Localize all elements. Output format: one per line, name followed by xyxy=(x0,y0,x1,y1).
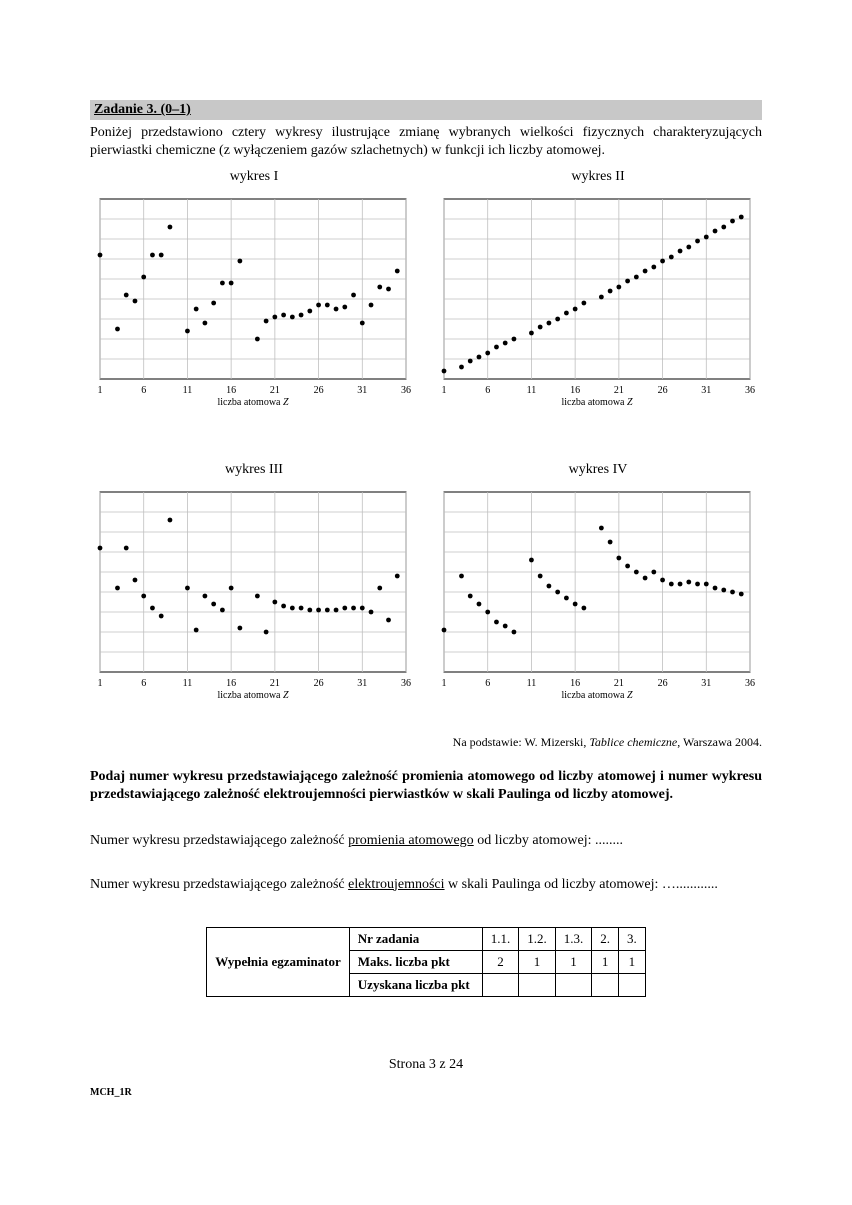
row1-label: Nr zadania xyxy=(349,927,482,950)
svg-text:1: 1 xyxy=(98,678,103,689)
got-1 xyxy=(519,973,556,996)
doc-code: MCH_1R xyxy=(90,1087,762,1098)
chart-4: wykres IV 16111621263136liczba atomowa Z xyxy=(434,462,762,725)
chart-1: wykres I 16111621263136liczba atomowa Z xyxy=(90,169,418,432)
max-4: 1 xyxy=(619,950,646,973)
col-3: 2. xyxy=(592,927,619,950)
answer-2u: elektroujemności xyxy=(348,877,444,892)
max-3: 1 xyxy=(592,950,619,973)
svg-text:36: 36 xyxy=(401,678,411,689)
citation-title: Tablice chemiczne xyxy=(589,735,677,749)
chart-2: wykres II 16111621263136liczba atomowa Z xyxy=(434,169,762,432)
svg-text:liczba atomowa Z: liczba atomowa Z xyxy=(217,397,289,408)
svg-text:11: 11 xyxy=(527,678,537,689)
chart-4-svg: 16111621263136liczba atomowa Z xyxy=(438,482,758,725)
svg-text:26: 26 xyxy=(658,385,668,396)
max-1: 1 xyxy=(519,950,556,973)
svg-text:26: 26 xyxy=(314,385,324,396)
svg-text:16: 16 xyxy=(570,385,580,396)
svg-text:31: 31 xyxy=(701,678,711,689)
got-3 xyxy=(592,973,619,996)
svg-text:31: 31 xyxy=(701,385,711,396)
page-footer: Strona 3 z 24 xyxy=(90,1057,762,1073)
answer-line-1: Numer wykresu przedstawiającego zależnoś… xyxy=(90,828,762,853)
answer-2a: Numer wykresu przedstawiającego zależnoś… xyxy=(90,877,348,892)
svg-text:1: 1 xyxy=(442,678,447,689)
col-1: 1.2. xyxy=(519,927,556,950)
chart-2-title: wykres II xyxy=(434,169,762,185)
score-side-label: Wypełnia egzaminator xyxy=(207,927,350,996)
svg-text:6: 6 xyxy=(141,385,146,396)
chart-4-title: wykres IV xyxy=(434,462,762,478)
col-2: 1.3. xyxy=(555,927,592,950)
svg-text:11: 11 xyxy=(183,678,193,689)
task-header: Zadanie 3. (0–1) xyxy=(90,100,762,120)
svg-text:36: 36 xyxy=(401,385,411,396)
chart-3: wykres III 16111621263136liczba atomowa … xyxy=(90,462,418,725)
svg-text:6: 6 xyxy=(141,678,146,689)
task-intro: Poniżej przedstawiono cztery wykresy ilu… xyxy=(90,124,762,159)
chart-2-svg: 16111621263136liczba atomowa Z xyxy=(438,189,758,432)
svg-text:16: 16 xyxy=(226,678,236,689)
bold-instruction: Podaj numer wykresu przedstawiającego za… xyxy=(90,768,762,804)
col-0: 1.1. xyxy=(482,927,519,950)
svg-text:6: 6 xyxy=(485,678,490,689)
answer-line-2: Numer wykresu przedstawiającego zależnoś… xyxy=(90,872,762,897)
svg-text:11: 11 xyxy=(527,385,537,396)
svg-text:1: 1 xyxy=(442,385,447,396)
citation: Na podstawie: W. Mizerski, Tablice chemi… xyxy=(90,735,762,750)
svg-text:21: 21 xyxy=(614,385,624,396)
svg-text:liczba atomowa Z: liczba atomowa Z xyxy=(561,397,633,408)
answer-1b: od liczby atomowej: ........ xyxy=(474,833,623,848)
col-4: 3. xyxy=(619,927,646,950)
svg-text:11: 11 xyxy=(183,385,193,396)
svg-text:liczba atomowa Z: liczba atomowa Z xyxy=(217,690,289,701)
row3-label: Uzyskana liczba pkt xyxy=(349,973,482,996)
max-2: 1 xyxy=(555,950,592,973)
answer-1u: promienia atomowego xyxy=(348,833,474,848)
task-header-label: Zadanie 3. (0–1) xyxy=(94,102,191,117)
svg-text:31: 31 xyxy=(357,385,367,396)
citation-suffix: , Warszawa 2004. xyxy=(677,735,762,749)
score-table: Wypełnia egzaminator Nr zadania 1.1. 1.2… xyxy=(206,927,646,997)
citation-prefix: Na podstawie: W. Mizerski, xyxy=(453,735,590,749)
svg-text:36: 36 xyxy=(745,385,755,396)
svg-text:21: 21 xyxy=(270,385,280,396)
svg-text:31: 31 xyxy=(357,678,367,689)
chart-1-title: wykres I xyxy=(90,169,418,185)
svg-text:16: 16 xyxy=(226,385,236,396)
svg-text:21: 21 xyxy=(614,678,624,689)
got-0 xyxy=(482,973,519,996)
got-4 xyxy=(619,973,646,996)
row2-label: Maks. liczba pkt xyxy=(349,950,482,973)
svg-text:26: 26 xyxy=(658,678,668,689)
svg-text:21: 21 xyxy=(270,678,280,689)
svg-text:36: 36 xyxy=(745,678,755,689)
answer-2b: w skali Paulinga od liczby atomowej: …..… xyxy=(445,877,718,892)
svg-text:16: 16 xyxy=(570,678,580,689)
chart-3-title: wykres III xyxy=(90,462,418,478)
chart-3-svg: 16111621263136liczba atomowa Z xyxy=(94,482,414,725)
score-side-label-text: Wypełnia egzaminator xyxy=(215,954,341,969)
chart-1-svg: 16111621263136liczba atomowa Z xyxy=(94,189,414,432)
answer-1a: Numer wykresu przedstawiającego zależnoś… xyxy=(90,833,348,848)
svg-text:26: 26 xyxy=(314,678,324,689)
svg-text:6: 6 xyxy=(485,385,490,396)
charts-grid: wykres I 16111621263136liczba atomowa Z … xyxy=(90,169,762,725)
max-0: 2 xyxy=(482,950,519,973)
got-2 xyxy=(555,973,592,996)
svg-text:1: 1 xyxy=(98,385,103,396)
svg-text:liczba atomowa Z: liczba atomowa Z xyxy=(561,690,633,701)
